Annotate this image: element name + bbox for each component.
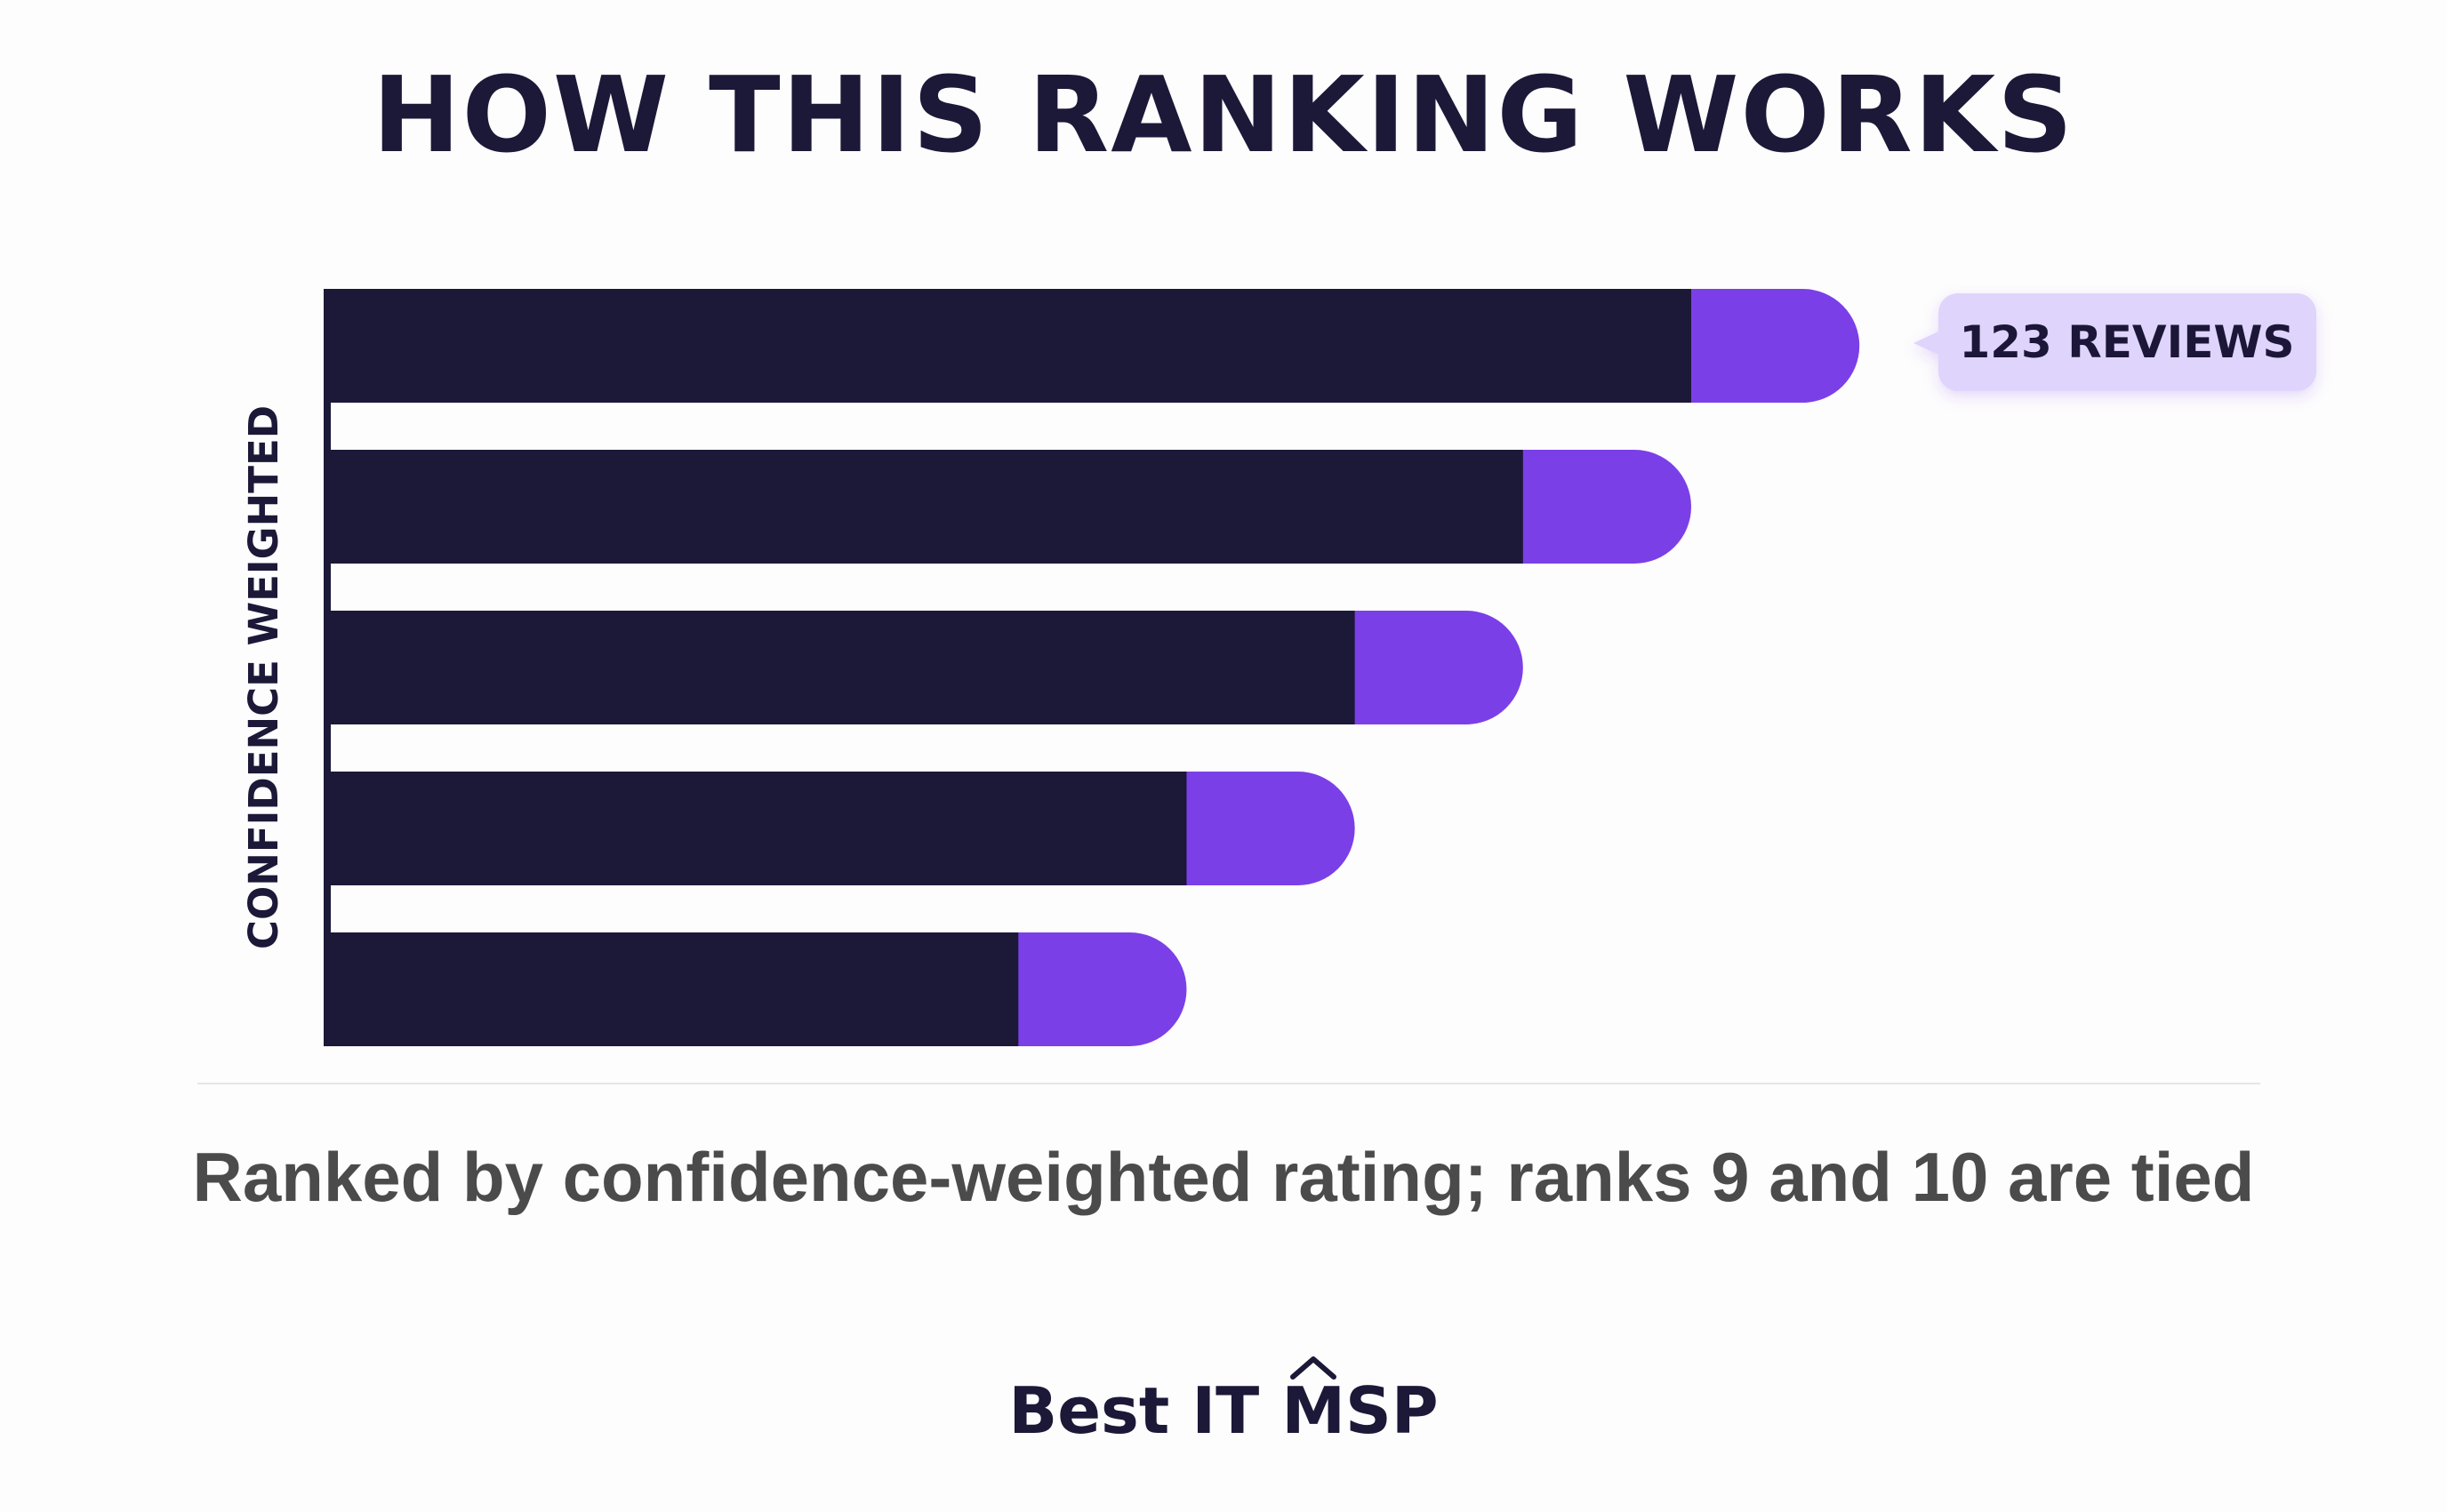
- callout-box: [1938, 293, 2316, 391]
- bar-accent-1: [1691, 289, 1860, 403]
- brand-suffix: SP: [1345, 1373, 1439, 1448]
- brand-prefix: Best IT: [1008, 1373, 1282, 1448]
- roof-caret-icon: [1290, 1356, 1337, 1380]
- bar-base-3: [324, 611, 1356, 724]
- callout-pointer: [1913, 331, 1940, 356]
- bar-base-4: [324, 772, 1188, 885]
- bar-accent-5: [1018, 932, 1187, 1046]
- bar-accent-4: [1186, 772, 1355, 885]
- bar-accent-3: [1354, 611, 1523, 724]
- brand-logo: Best IT MSP: [0, 1356, 2447, 1448]
- callout-label: 123 REVIEWS: [1959, 316, 2294, 368]
- bar-base-2: [324, 450, 1524, 564]
- ranking-bar-chart: CONFIDENCE WEIGHTED 123 REVIEWS: [240, 289, 2316, 1046]
- bar-base-1: [324, 289, 1692, 403]
- y-axis-label: CONFIDENCE WEIGHTED: [240, 405, 287, 949]
- reviews-callout: 123 REVIEWS: [1913, 293, 2316, 391]
- bar-accent-2: [1522, 450, 1691, 564]
- bars-group: [324, 289, 1860, 1046]
- brand-m: M: [1281, 1373, 1346, 1448]
- chart-caption: Ranked by confidence-weighted rating; ra…: [192, 1138, 2255, 1216]
- page-title: HOW THIS RANKING WORKS: [372, 53, 2075, 176]
- divider: [197, 1083, 2260, 1084]
- bar-base-5: [324, 932, 1020, 1046]
